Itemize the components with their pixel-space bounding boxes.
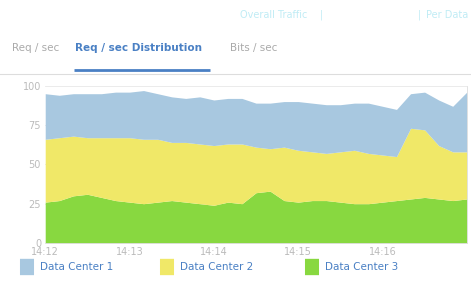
Text: Req / sec: Req / sec [12,43,59,53]
Text: |: | [320,10,323,20]
Text: Per Origin Server: Per Origin Server [328,10,424,20]
Text: |: | [418,10,421,20]
FancyBboxPatch shape [20,259,34,275]
Text: Req / sec Distribution: Req / sec Distribution [75,43,202,53]
Text: Bits / sec: Bits / sec [230,43,277,53]
Text: Per Data Center: Per Data Center [426,10,471,20]
Text: Data Center 3: Data Center 3 [325,262,398,272]
Text: Data Center 1: Data Center 1 [40,262,113,272]
Text: Overall Traffic: Overall Traffic [240,10,308,20]
FancyBboxPatch shape [305,259,319,275]
Text: Traffic: Traffic [10,8,52,22]
Text: Data Center 2: Data Center 2 [180,262,253,272]
FancyBboxPatch shape [160,259,174,275]
